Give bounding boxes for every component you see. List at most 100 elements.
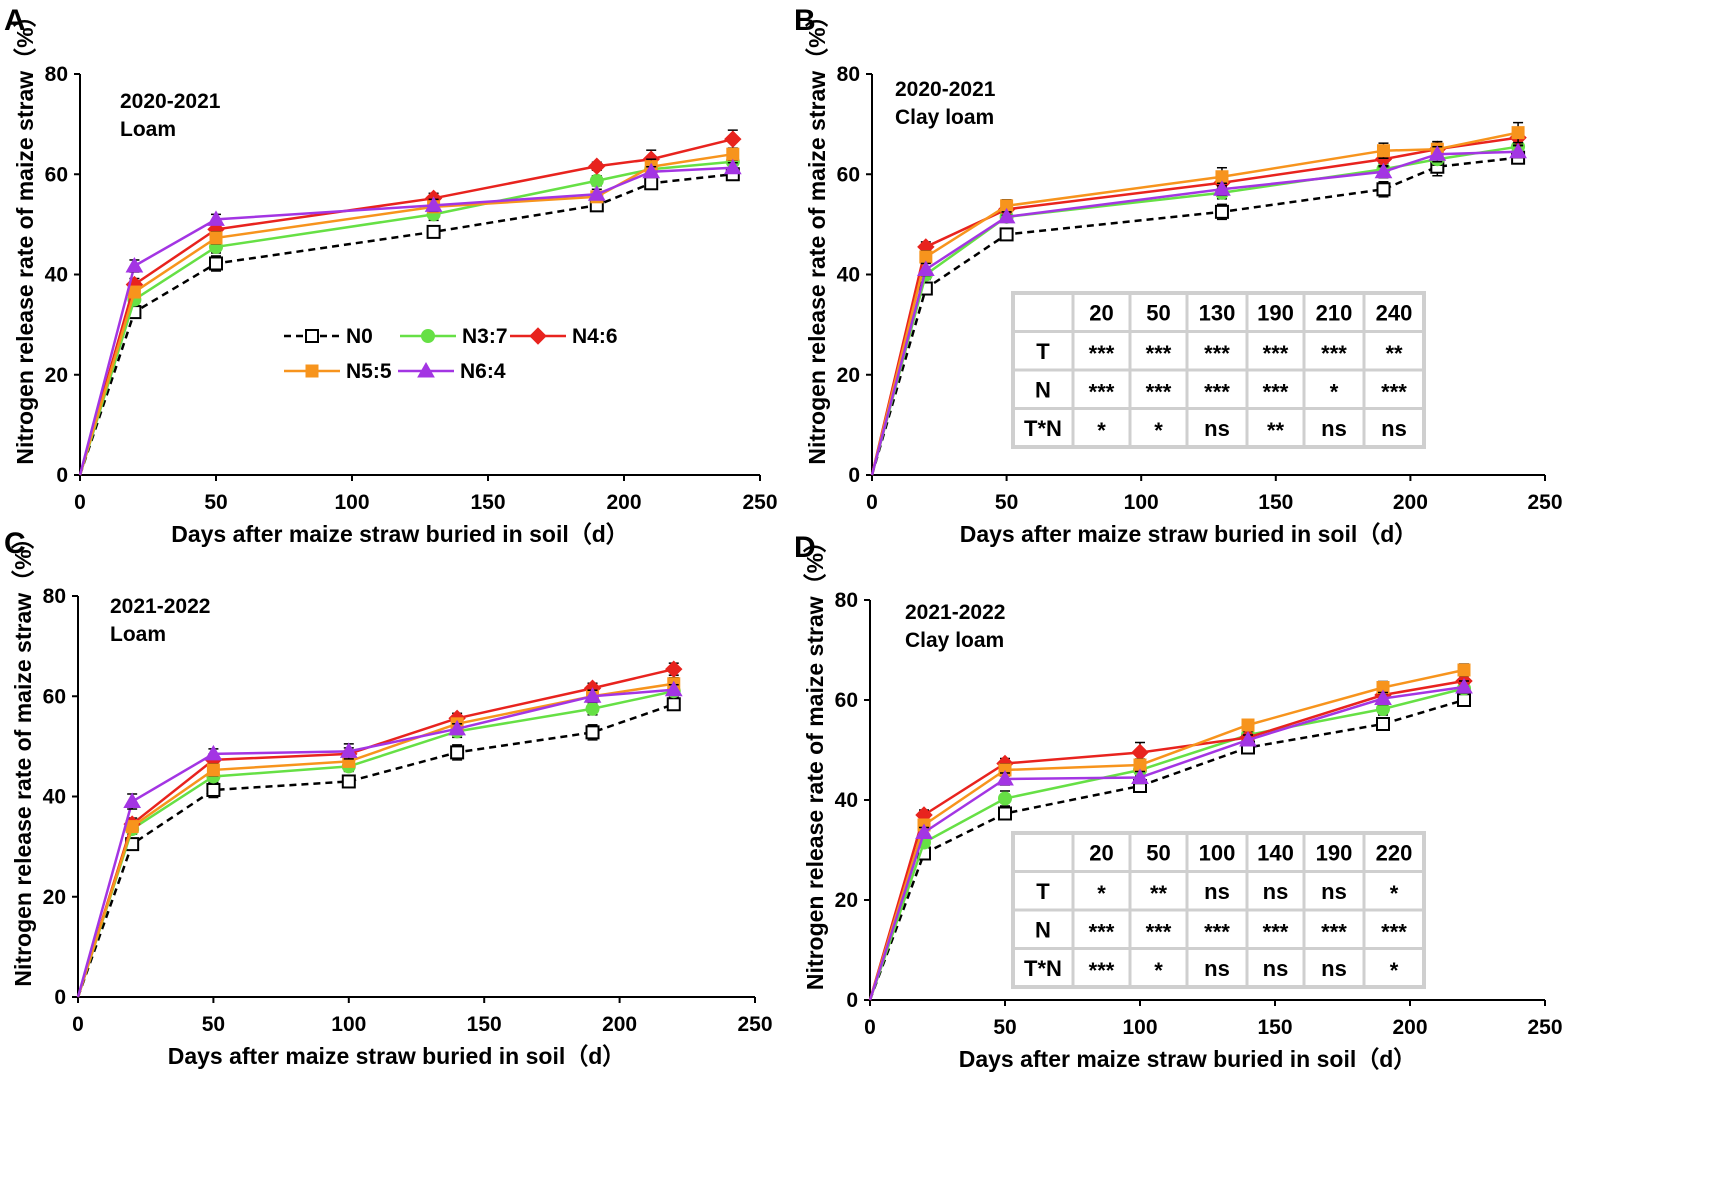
table-cell: 210 bbox=[1316, 300, 1353, 325]
table-cell: *** bbox=[1089, 379, 1115, 404]
y-tick-label: 60 bbox=[837, 163, 860, 186]
data-point bbox=[1376, 144, 1390, 158]
table-cell: ns bbox=[1381, 416, 1407, 441]
table-cell: ns bbox=[1321, 416, 1347, 441]
table-cell: 100 bbox=[1199, 840, 1236, 865]
x-tick-label: 50 bbox=[995, 491, 1018, 514]
panel-B: B 0 20 40 60 80 0 50 100 150 200 250 Days after maiz… bbox=[794, 4, 1563, 547]
table-cell: ** bbox=[1267, 418, 1285, 443]
table-cell: *** bbox=[1146, 919, 1172, 944]
data-point bbox=[1509, 142, 1527, 159]
series-N0 bbox=[78, 167, 740, 476]
table-cell: *** bbox=[1089, 919, 1115, 944]
data-point bbox=[1131, 768, 1149, 784]
x-tick-label: 100 bbox=[1122, 1016, 1157, 1039]
series-line bbox=[78, 160, 733, 476]
y-tick-label: 40 bbox=[837, 264, 860, 287]
x-tick-label: 250 bbox=[1527, 1016, 1562, 1039]
data-point bbox=[1213, 180, 1231, 196]
data-point bbox=[207, 210, 225, 226]
data-point bbox=[1239, 730, 1257, 747]
x-tick-label: 200 bbox=[1393, 491, 1428, 514]
y-tick-label: 0 bbox=[848, 464, 860, 487]
data-point bbox=[666, 697, 681, 712]
data-point bbox=[1374, 689, 1392, 705]
x-tick-label: 250 bbox=[737, 1013, 772, 1036]
table-cell: *** bbox=[1381, 379, 1407, 404]
legend-label: N4:6 bbox=[572, 325, 618, 348]
panel-annotation: 2020-2021 bbox=[895, 78, 996, 101]
table-cell: *** bbox=[1263, 919, 1289, 944]
y-tick-label: 80 bbox=[835, 589, 858, 612]
table-cell: ** bbox=[1150, 881, 1168, 906]
data-point bbox=[997, 207, 1016, 224]
table-cell: T bbox=[1036, 339, 1050, 364]
data-point bbox=[915, 823, 933, 839]
table-cell: * bbox=[1097, 418, 1106, 443]
table-cell: 20 bbox=[1089, 840, 1113, 865]
table-cell: T*N bbox=[1024, 416, 1062, 441]
data-point bbox=[1457, 663, 1471, 677]
y-tick-label: 60 bbox=[835, 689, 858, 712]
table-cell: * bbox=[1390, 958, 1399, 983]
data-point bbox=[204, 744, 223, 761]
x-axis-title: Days after maize straw buried in soil（d） bbox=[171, 521, 629, 547]
x-axis-title: Days after maize straw buried in soil（d） bbox=[960, 521, 1418, 547]
panel-letter: A bbox=[4, 4, 26, 37]
table-cell: *** bbox=[1089, 341, 1115, 366]
panel-D: D 0 20 40 60 80 0 50 100 150 200 250 Days after maiz… bbox=[794, 530, 1563, 1072]
y-tick-label: 80 bbox=[837, 63, 860, 86]
data-point bbox=[588, 157, 606, 175]
series-line bbox=[76, 667, 675, 998]
table-cell: 190 bbox=[1257, 300, 1294, 325]
table-cell: ns bbox=[1204, 956, 1230, 981]
table-cell: T bbox=[1036, 879, 1050, 904]
legend-marker bbox=[305, 329, 319, 343]
series-N4-6 bbox=[78, 129, 742, 476]
data-point bbox=[1131, 743, 1149, 762]
data-point bbox=[341, 774, 356, 789]
table-cell: *** bbox=[1146, 341, 1172, 366]
table-cell: *** bbox=[1089, 958, 1115, 983]
table-cell: N bbox=[1035, 917, 1051, 942]
table-cell: *** bbox=[1321, 919, 1347, 944]
x-tick-label: 50 bbox=[202, 1013, 225, 1036]
table-cell: * bbox=[1154, 958, 1163, 983]
panel-C: C 0 20 40 60 80 0 50 100 150 200 250 Days after maiz… bbox=[4, 526, 773, 1069]
panel-annotation: 2020-2021 bbox=[120, 90, 221, 113]
x-tick-label: 200 bbox=[602, 1013, 637, 1036]
data-point bbox=[1455, 677, 1473, 694]
table-cell: 190 bbox=[1316, 840, 1353, 865]
table-cell: ns bbox=[1263, 956, 1289, 981]
table-cell: ns bbox=[1321, 956, 1347, 981]
y-axis-title: Nitrogen release rate of maize straw（%） bbox=[802, 530, 828, 990]
table-cell: * bbox=[1390, 881, 1399, 906]
x-axis-title: Days after maize straw buried in soil（d） bbox=[168, 1043, 626, 1069]
data-point bbox=[125, 820, 139, 834]
table-cell: *** bbox=[1381, 919, 1407, 944]
y-tick-label: 80 bbox=[45, 63, 68, 86]
panel-A: A 0 20 40 60 80 0 50 100 150 200 250 Days after maiz… bbox=[4, 4, 778, 547]
data-point bbox=[723, 158, 742, 175]
table-cell: 20 bbox=[1089, 300, 1113, 325]
data-point bbox=[583, 687, 602, 703]
data-point bbox=[127, 285, 141, 299]
series-N6-4 bbox=[76, 680, 683, 998]
y-tick-label: 20 bbox=[43, 886, 66, 909]
data-point bbox=[916, 260, 935, 276]
data-point bbox=[1376, 182, 1391, 197]
data-point bbox=[724, 130, 742, 148]
table-cell: 220 bbox=[1376, 840, 1413, 865]
table-cell: *** bbox=[1204, 341, 1230, 366]
data-point bbox=[1214, 204, 1229, 219]
y-tick-label: 80 bbox=[43, 585, 66, 608]
table-cell: *** bbox=[1146, 379, 1172, 404]
table-cell: ns bbox=[1204, 416, 1230, 441]
data-point bbox=[448, 719, 466, 736]
panel-letter: B bbox=[794, 4, 816, 37]
table-cell: *** bbox=[1263, 341, 1289, 366]
table-cell: ns bbox=[1204, 879, 1230, 904]
panel-annotation: Loam bbox=[110, 623, 166, 646]
